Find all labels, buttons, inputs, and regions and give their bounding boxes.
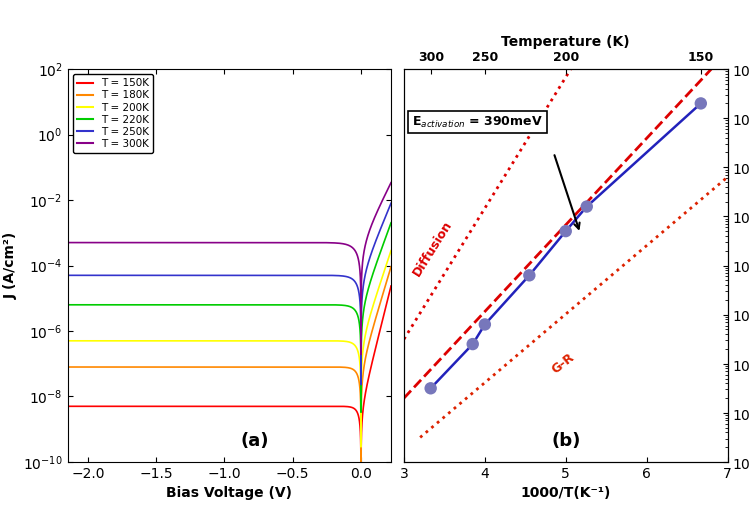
Y-axis label: J (A/cm²): J (A/cm²): [4, 232, 17, 299]
Text: E$_{activation}$ = 390meV: E$_{activation}$ = 390meV: [412, 115, 543, 130]
X-axis label: Bias Voltage (V): Bias Voltage (V): [166, 486, 292, 500]
Point: [580, 202, 592, 211]
Text: Diffusion: Diffusion: [410, 218, 455, 278]
Point: [694, 99, 706, 108]
Point: [560, 227, 572, 235]
Point: [466, 340, 478, 348]
Text: (b): (b): [551, 432, 580, 450]
Text: (a): (a): [241, 432, 269, 450]
X-axis label: Temperature (K): Temperature (K): [502, 35, 630, 49]
X-axis label: 1000/T(K⁻¹): 1000/T(K⁻¹): [520, 486, 611, 500]
Point: [524, 271, 536, 280]
Legend: T = 150K, T = 180K, T = 200K, T = 220K, T = 250K, T = 300K: T = 150K, T = 180K, T = 200K, T = 220K, …: [73, 74, 153, 153]
Point: [424, 384, 436, 392]
Text: G-R: G-R: [550, 351, 578, 376]
Point: [478, 320, 490, 329]
